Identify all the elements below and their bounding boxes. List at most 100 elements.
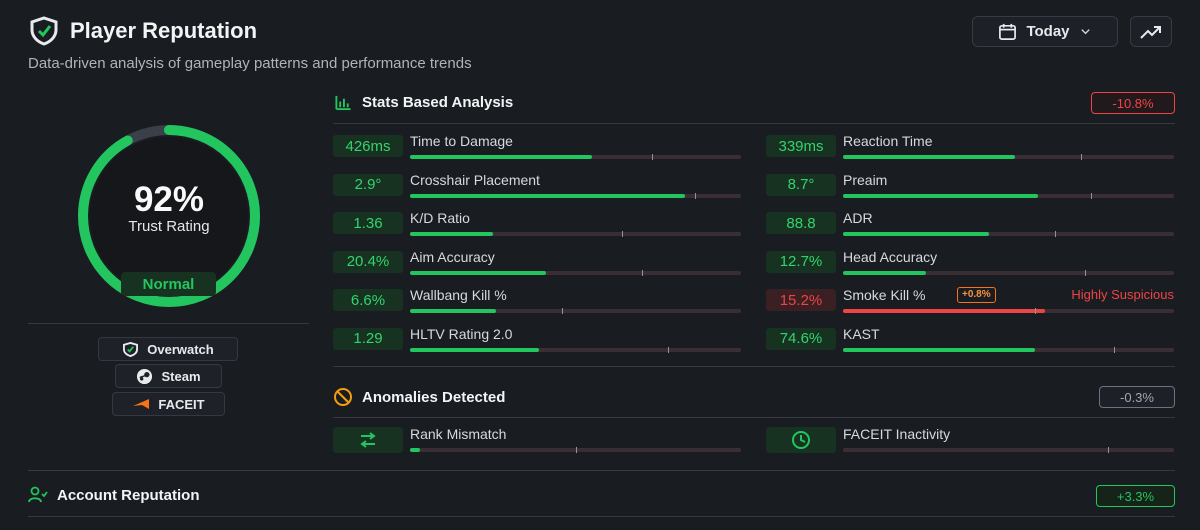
stat-bar-marker: [1034, 308, 1036, 314]
overwatch-label: Overwatch: [147, 341, 214, 357]
stat-bar-fill: [410, 309, 497, 313]
page-header: Player Reputation Data-driven analysis o…: [28, 16, 472, 72]
trust-status-badge: Normal: [121, 272, 216, 296]
chevron-down-icon: [1080, 29, 1090, 35]
stat-bar-marker: [621, 231, 623, 237]
stat-label: K/D Ratio: [410, 210, 470, 226]
stat-bar-marker: [1114, 346, 1116, 353]
bar-chart-icon: [335, 95, 351, 111]
stat-label: Crosshair Placement: [410, 171, 540, 188]
anomalies-section-header: Anomalies Detected: [333, 387, 505, 407]
anomaly-label: FACEIT Inactivity: [843, 426, 951, 442]
stat-bar: [410, 192, 741, 199]
stat-value: 339ms: [766, 135, 836, 157]
account-delta-badge: +3.3%: [1096, 485, 1175, 507]
stat-bar: [843, 269, 1174, 276]
stat-bar: [410, 231, 741, 237]
steam-source-button[interactable]: Steam: [115, 364, 222, 388]
stat-bar-marker: [1091, 192, 1093, 199]
anomaly-bar: [843, 447, 1174, 453]
stat-change-badge: +0.8%: [957, 287, 996, 303]
anomaly-row-rank-mismatch: Rank Mismatch: [333, 426, 741, 457]
stat-bar: [843, 231, 1174, 237]
stat-bar-fill: [410, 270, 546, 275]
stat-label: ADR: [843, 210, 873, 226]
stat-row: 12.7% Head Accuracy: [766, 248, 1174, 280]
stat-label: Aim Accuracy: [410, 248, 495, 265]
user-check-icon: [28, 486, 48, 503]
anomalies-delta-badge: -0.3%: [1099, 386, 1175, 408]
stat-bar-fill: [843, 193, 1039, 198]
stat-bar-fill: [843, 270, 926, 275]
stat-label: Wallbang Kill %: [410, 287, 507, 303]
anomaly-icon-box: [766, 427, 836, 453]
faceit-icon: [133, 399, 150, 409]
stat-bar: [410, 269, 741, 276]
stat-row: 20.4% Aim Accuracy: [333, 248, 741, 280]
swap-arrows-icon: [360, 432, 376, 448]
no-entry-icon: [334, 388, 352, 406]
date-range-selector[interactable]: Today: [972, 16, 1118, 47]
stat-bar: [843, 154, 1174, 160]
stat-row: 8.7° Preaim: [766, 171, 1174, 203]
stat-row: 426ms Time to Damage: [333, 133, 741, 164]
stat-bar-marker: [668, 346, 670, 353]
stat-row: 88.8 ADR: [766, 210, 1174, 241]
anomaly-bar: [410, 447, 741, 453]
suspicious-label: Highly Suspicious: [1071, 287, 1174, 302]
trust-ring-progress: [78, 125, 260, 307]
stat-bar-fill: [410, 193, 685, 198]
trust-label: Trust Rating: [128, 218, 210, 235]
stat-value: 6.6%: [333, 289, 403, 311]
stat-value: 1.29: [333, 327, 403, 350]
stat-bar: [843, 346, 1174, 353]
stat-label: Head Accuracy: [843, 248, 938, 265]
stat-bar-fill: [843, 309, 1045, 313]
stat-label: Reaction Time: [843, 133, 933, 149]
anomalies-top-divider: [333, 366, 1175, 367]
account-top-divider: [28, 470, 1175, 471]
stat-bar-fill: [410, 232, 493, 236]
stat-value: 20.4%: [333, 250, 403, 273]
stat-row: 74.6% KAST: [766, 326, 1174, 357]
trending-up-icon: [1140, 25, 1161, 39]
stat-label: Time to Damage: [410, 133, 513, 149]
stat-bar: [843, 308, 1174, 314]
stat-value: 12.7%: [766, 250, 836, 273]
account-section-title: Account Reputation: [57, 486, 200, 504]
stat-bar-marker: [641, 269, 643, 276]
trust-ring-chart: [78, 125, 260, 307]
stat-bar-fill: [843, 232, 989, 236]
stat-bar: [410, 346, 741, 353]
faceit-source-button[interactable]: FACEIT: [112, 392, 225, 416]
stat-row: 15.2% Smoke Kill % +0.8% Highly Suspicious: [766, 287, 1174, 318]
anomaly-bar-marker: [575, 447, 577, 453]
stat-bar: [843, 192, 1174, 199]
stat-bar: [410, 154, 741, 160]
stat-label: Preaim: [843, 171, 888, 188]
date-label: Today: [1026, 23, 1070, 40]
overwatch-shield-icon: [123, 341, 139, 357]
stat-bar-fill: [410, 155, 593, 159]
stat-bar-marker: [562, 308, 564, 314]
overwatch-source-button[interactable]: Overwatch: [98, 337, 238, 361]
calendar-icon: [999, 23, 1017, 40]
stat-bar-marker: [694, 192, 696, 199]
stats-divider: [333, 123, 1175, 124]
page-subtitle: Data-driven analysis of gameplay pattern…: [28, 55, 472, 72]
stat-row: 1.29 HLTV Rating 2.0: [333, 326, 741, 357]
account-section-header[interactable]: Account Reputation: [28, 486, 200, 504]
left-divider: [28, 323, 309, 324]
stats-section-title: Stats Based Analysis: [362, 94, 514, 111]
stat-label: Smoke Kill %: [843, 287, 926, 303]
stat-value: 8.7°: [766, 173, 836, 196]
stat-value: 1.36: [333, 212, 403, 234]
stat-bar: [410, 308, 741, 314]
trust-percent: 92%: [133, 180, 205, 219]
stat-value: 2.9°: [333, 173, 403, 196]
trend-button[interactable]: [1130, 16, 1172, 47]
stat-value: 15.2%: [766, 289, 836, 311]
stat-row: 2.9° Crosshair Placement: [333, 171, 741, 203]
clock-icon: [792, 431, 810, 449]
anomaly-icon-box: [333, 427, 403, 453]
